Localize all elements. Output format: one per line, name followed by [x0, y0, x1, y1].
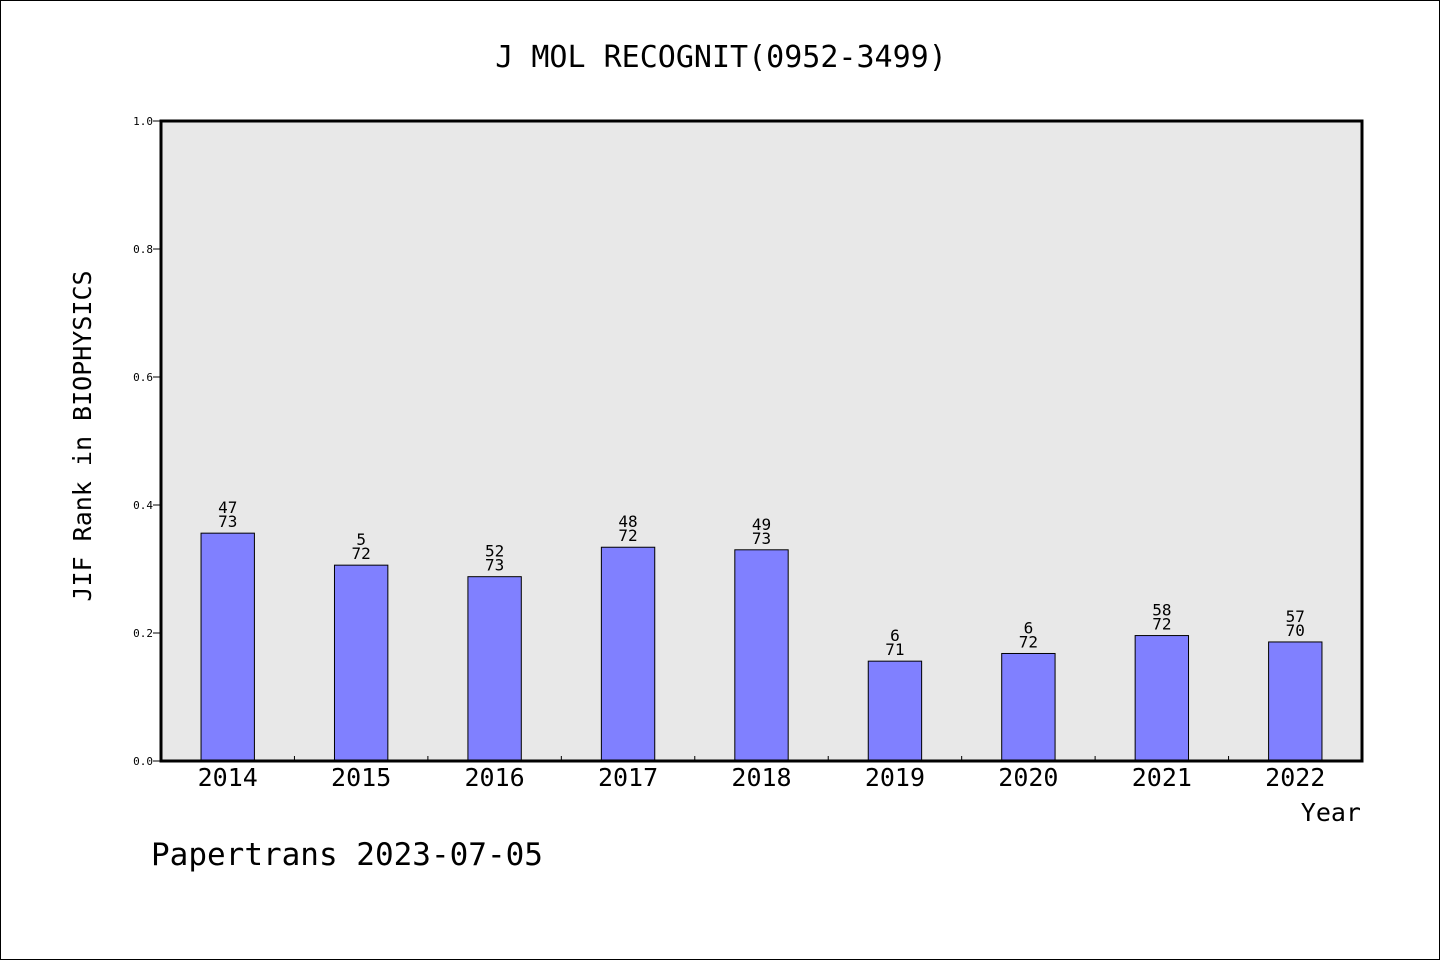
bar-label-total: 71 — [885, 640, 904, 659]
bar-label-rank: 49 — [752, 515, 771, 534]
bar-label-total: 73 — [752, 529, 771, 548]
x-tick-label: 2021 — [1132, 763, 1192, 792]
bar-label-rank: 58 — [1152, 601, 1171, 620]
bar-label-total: 72 — [1019, 632, 1038, 651]
plot-border — [159, 119, 1364, 763]
bar-2018 — [734, 549, 789, 762]
y-tick-label: 0.0 — [133, 755, 153, 768]
bar-label-total: 73 — [485, 556, 504, 575]
bar-label-rank: 52 — [485, 542, 504, 561]
bar-2021 — [1134, 635, 1190, 762]
bar-label-total: 72 — [352, 544, 371, 563]
bar-label-rank: 57 — [1286, 607, 1305, 626]
bar-label-rank: 47 — [218, 498, 237, 517]
y-axis: 0.0 0.2 0.4 0.6 0.8 1.0 — [133, 115, 161, 768]
x-tick-label: 2018 — [731, 763, 791, 792]
bar-2015 — [333, 564, 389, 762]
chart-title: J MOL RECOGNIT(0952-3499) — [495, 40, 947, 75]
bar-label-total: 73 — [218, 512, 237, 531]
x-tick-label: 2019 — [865, 763, 925, 792]
y-tick-label: 0.6 — [133, 371, 153, 384]
y-tick-label: 0.4 — [133, 499, 153, 512]
y-tick-label: 1.0 — [133, 115, 153, 128]
x-tick-label: 2016 — [465, 763, 525, 792]
bar-2019 — [867, 660, 923, 762]
bar-2020 — [1001, 652, 1056, 762]
x-axis: 2014 2015 2016 2017 2018 2019 2020 2021 2022 — [198, 756, 1325, 792]
bar-label-rank: 6 — [890, 626, 900, 645]
bar-2022 — [1268, 641, 1323, 762]
bar-label-rank: 6 — [1024, 618, 1034, 637]
footer-text: Papertrans 2023-07-05 — [151, 837, 543, 873]
y-tick-label: 0.8 — [133, 243, 153, 256]
y-axis-label: JIF Rank in BIOPHYSICS — [68, 270, 97, 601]
x-tick-label: 2015 — [331, 763, 391, 792]
y-tick-label: 0.2 — [133, 627, 153, 640]
bar-label-total: 70 — [1286, 621, 1305, 640]
bar-label-total: 72 — [1152, 615, 1171, 634]
x-axis-label: Year — [1301, 798, 1361, 827]
bar-2016 — [467, 576, 522, 762]
bar-label-rank: 5 — [356, 530, 366, 549]
x-tick-label: 2014 — [198, 763, 258, 792]
x-tick-label: 2022 — [1265, 763, 1325, 792]
x-tick-label: 2017 — [598, 763, 658, 792]
bar-label-total: 72 — [618, 526, 637, 545]
bar-2017 — [600, 546, 656, 762]
bar-2014 — [200, 532, 255, 762]
bar-label-rank: 48 — [618, 512, 637, 531]
x-tick-label: 2020 — [998, 763, 1058, 792]
